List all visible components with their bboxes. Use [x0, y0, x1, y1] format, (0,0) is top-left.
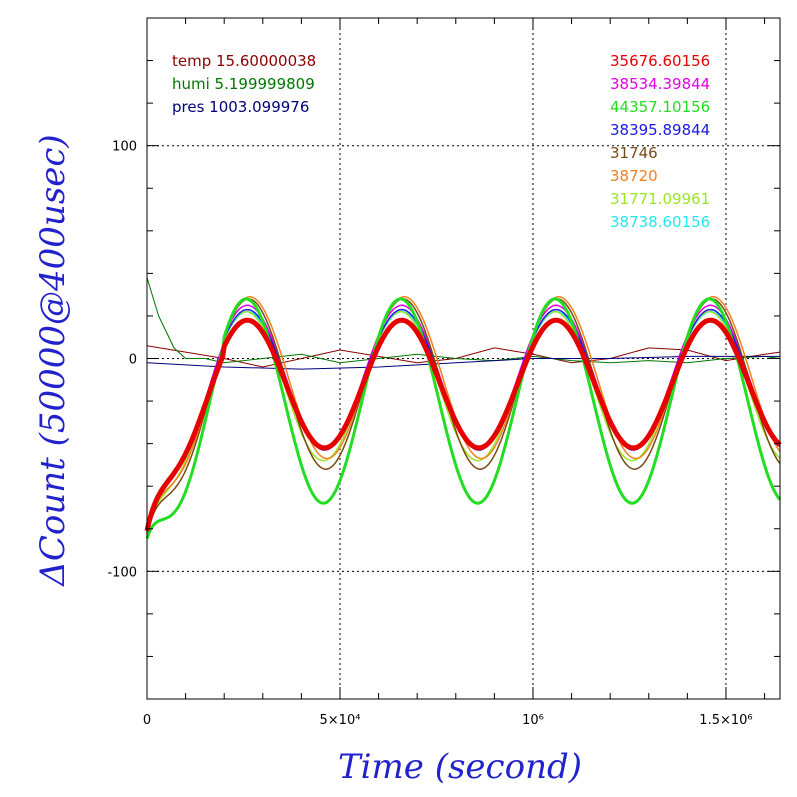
- tick-labels: 0 5×10⁴ 10⁶ 1.5×10⁶ 100 0 -100: [107, 140, 752, 728]
- legend-entry: 31746: [610, 144, 658, 162]
- x-tick-label: 5×10⁴: [320, 713, 361, 728]
- y-tick-label: 0: [129, 353, 137, 368]
- legend-counts: 35676.60156 38534.39844 44357.10156 38395.8…: [610, 52, 710, 231]
- legend-entry: temp 15.60000038: [172, 52, 316, 70]
- y-axis-title: ΔCount (50000@400usec): [33, 134, 73, 587]
- count-series: [144, 296, 782, 539]
- env-series-line: [146, 355, 780, 370]
- legend-entry: 35676.60156: [610, 52, 710, 70]
- legend-entry: 31771.09961: [610, 190, 710, 208]
- count-series-line: [144, 317, 782, 532]
- y-tick-label: 100: [112, 140, 137, 155]
- env-series-line: [146, 277, 781, 364]
- y-tick-label: -100: [107, 565, 137, 580]
- legend-entry: 44357.10156: [610, 98, 710, 116]
- axis-ticks: [146, 17, 780, 700]
- count-series-line: [145, 297, 782, 539]
- x-tick-label: 1.5×10⁶: [699, 713, 752, 728]
- legend-entry: 38395.89844: [610, 121, 710, 139]
- x-tick-label: 0: [143, 713, 151, 728]
- x-tick-label: 10⁶: [522, 713, 544, 728]
- env-series-line: [146, 345, 781, 368]
- environment-series: [146, 277, 781, 370]
- legend-entry: 38720: [610, 167, 658, 185]
- legend-environment: temp 15.60000038 humi 5.199999809 pres 100…: [172, 52, 316, 116]
- legend-entry: humi 5.199999809: [172, 75, 315, 93]
- legend-entry: 38534.39844: [610, 75, 710, 93]
- legend-entry: 38738.60156: [610, 213, 710, 231]
- legend-entry: pres 1003.099976: [172, 98, 309, 116]
- x-axis-title: Time (second): [338, 747, 582, 787]
